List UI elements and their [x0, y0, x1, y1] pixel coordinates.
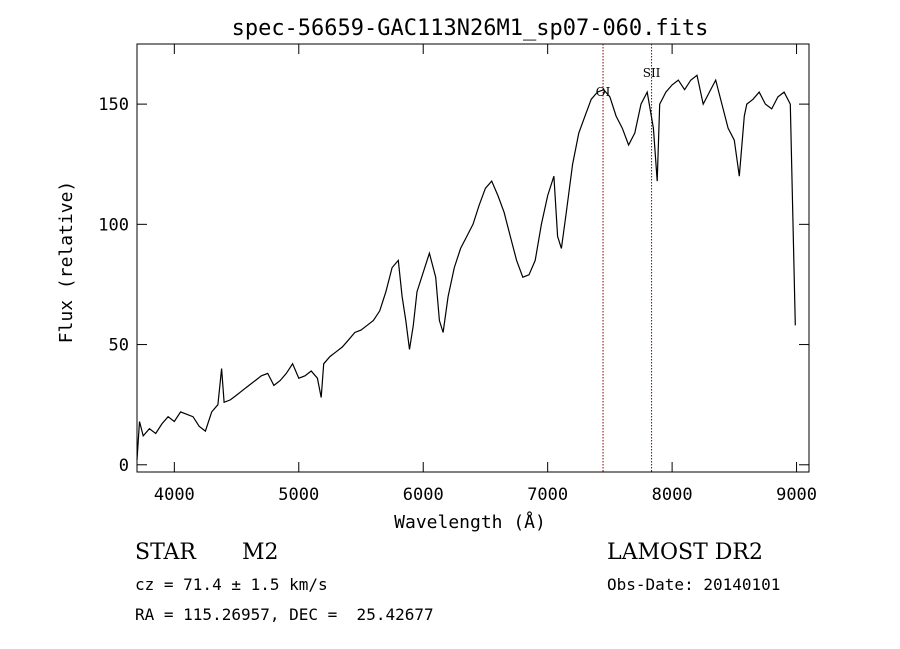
x-axis-ticks: 4000 5000 6000 7000 8000 9000 — [154, 44, 817, 505]
x-tick-label: 5000 — [278, 485, 319, 505]
x-tick-label: 7000 — [527, 485, 568, 505]
y-tick-label: 0 — [119, 456, 129, 476]
marker-label: OI — [596, 85, 611, 99]
survey-label: LAMOST DR2 — [607, 540, 763, 565]
object-class-label: STAR — [135, 540, 196, 565]
y-axis-label: Flux (relative) — [56, 181, 77, 344]
line-markers: OI SII — [596, 44, 661, 472]
subclass-label: M2 — [242, 540, 279, 565]
y-axis-ticks: 0 50 100 150 — [98, 95, 809, 476]
y-tick-label: 100 — [98, 215, 129, 235]
obs-date-label: Obs-Date: 20140101 — [607, 575, 781, 594]
marker-label: SII — [643, 66, 661, 80]
x-tick-label: 6000 — [403, 485, 444, 505]
x-tick-label: 8000 — [652, 485, 693, 505]
coords-label: RA = 115.26957, DEC = 25.42677 — [135, 605, 434, 624]
chart-title: spec-56659-GAC113N26M1_sp07-060.fits — [232, 16, 709, 41]
y-tick-label: 50 — [109, 336, 129, 356]
y-tick-label: 150 — [98, 95, 129, 115]
x-tick-label: 4000 — [154, 485, 195, 505]
velocity-label: cz = 71.4 ± 1.5 km/s — [135, 575, 328, 594]
spectrum-line — [136, 74, 796, 461]
plot-frame — [136, 43, 810, 473]
x-tick-label: 9000 — [776, 485, 817, 505]
spectrum-series — [136, 74, 796, 461]
x-axis-label: Wavelength (Å) — [394, 511, 546, 533]
